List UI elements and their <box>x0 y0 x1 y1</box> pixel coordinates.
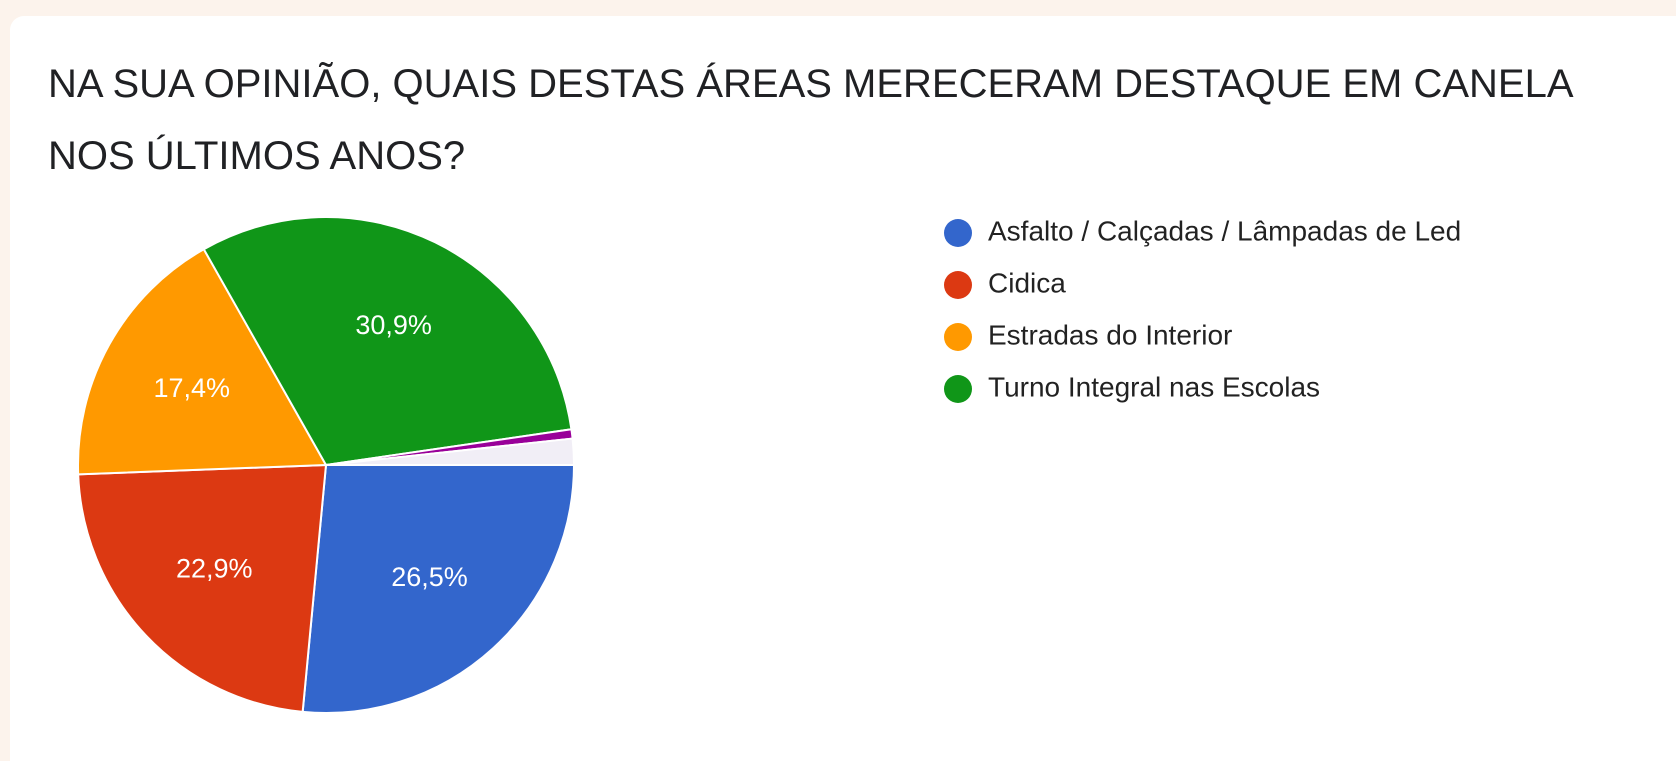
legend-swatch <box>944 375 972 403</box>
legend-swatch <box>944 323 972 351</box>
legend-label: Estradas do Interior <box>988 319 1232 350</box>
legend-swatch <box>944 219 972 247</box>
legend-label: Turno Integral nas Escolas <box>988 371 1320 402</box>
data-label: 17,4% <box>153 373 230 403</box>
pie-slice <box>77 463 328 713</box>
pie-slice <box>77 247 328 476</box>
legend-label: Cidica <box>988 267 1066 298</box>
legend-swatch <box>944 271 972 299</box>
data-label: 22,9% <box>176 554 253 584</box>
pie-slice <box>202 216 573 467</box>
data-label: 30,9% <box>355 310 432 340</box>
data-label: 26,5% <box>391 562 468 592</box>
pie-slice <box>301 464 576 714</box>
legend-label: Asfalto / Calçadas / Lâmpadas de Led <box>988 215 1461 246</box>
pie-slice <box>325 437 576 466</box>
chart-title: NA SUA OPINIÃO, QUAIS DESTAS ÁREAS MEREC… <box>48 62 1572 178</box>
